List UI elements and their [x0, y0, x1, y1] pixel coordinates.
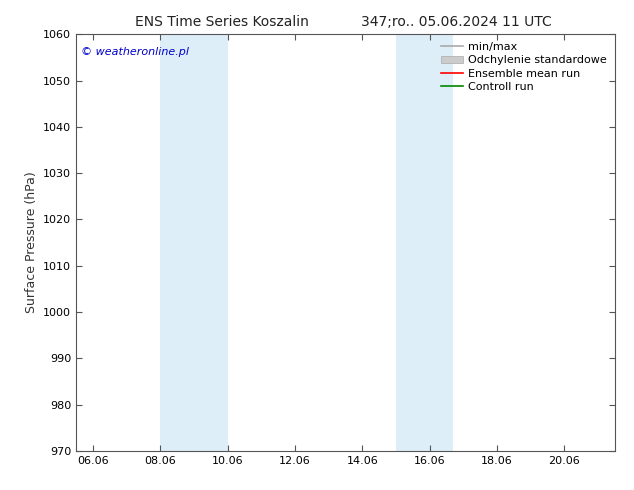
Text: © weatheronline.pl: © weatheronline.pl [81, 47, 190, 57]
Text: ENS Time Series Koszalin: ENS Time Series Koszalin [135, 15, 309, 29]
Bar [160, 34, 228, 451]
Legend: min/max, Odchylenie standardowe, Ensemble mean run, Controll run: min/max, Odchylenie standardowe, Ensembl… [436, 38, 612, 97]
Text: 347;ro.. 05.06.2024 11 UTC: 347;ro.. 05.06.2024 11 UTC [361, 15, 552, 29]
Bar [396, 34, 453, 451]
Y-axis label: Surface Pressure (hPa): Surface Pressure (hPa) [25, 172, 37, 314]
